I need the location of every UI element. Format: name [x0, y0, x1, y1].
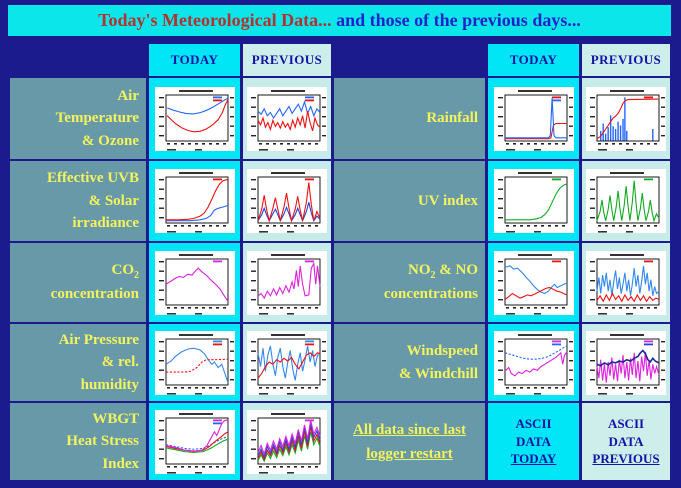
chart-windspeed-today[interactable]	[488, 324, 579, 401]
label-air-temperature-ozone: Air Temperature & Ozone	[10, 78, 146, 159]
label-wbgt-heat-stress-index: WBGT Heat Stress Index	[10, 403, 146, 480]
ascii-data-today-link[interactable]: ASCII DATA TODAY	[488, 403, 579, 480]
chart-co2-previous[interactable]	[243, 243, 331, 322]
chart-rainfall-previous[interactable]	[582, 78, 670, 159]
label-rainfall: Rainfall	[334, 78, 485, 159]
chart-windspeed-previous[interactable]	[582, 324, 670, 401]
chart-uv-index-today[interactable]	[488, 161, 579, 241]
chart-wbgt-previous[interactable]	[243, 403, 331, 480]
chart-wbgt-today[interactable]	[149, 403, 240, 480]
label-windspeed-windchill: Windspeed & Windchill	[334, 324, 485, 401]
chart-pressure-humidity-today[interactable]	[149, 324, 240, 401]
chart-pressure-humidity-previous[interactable]	[243, 324, 331, 401]
chart-uvb-solar-previous[interactable]	[243, 161, 331, 241]
data-table: TODAY PREVIOUS TODAY PREVIOUS Air Tempera…	[10, 44, 670, 480]
header-today-left: TODAY	[149, 44, 240, 76]
header-previous-right: PREVIOUS	[582, 44, 670, 76]
chart-no2-no-previous[interactable]	[582, 243, 670, 322]
label-no2-no-concentrations: NO2 & NO concentrations	[334, 243, 485, 322]
chart-no2-no-today[interactable]	[488, 243, 579, 322]
chart-rainfall-today[interactable]	[488, 78, 579, 159]
chart-uv-index-previous[interactable]	[582, 161, 670, 241]
ascii-data-previous-link[interactable]: ASCII DATA PREVIOUS	[582, 403, 670, 480]
label-air-pressure-rel-humidity: Air Pressure & rel. humidity	[10, 324, 146, 401]
chart-air-temperature-ozone-today[interactable]	[149, 78, 240, 159]
header-today-right: TODAY	[488, 44, 579, 76]
all-data-since-restart-link[interactable]: All data since last logger restart	[334, 403, 485, 480]
chart-uvb-solar-today[interactable]	[149, 161, 240, 241]
chart-air-temperature-ozone-previous[interactable]	[243, 78, 331, 159]
chart-co2-today[interactable]	[149, 243, 240, 322]
label-uv-index: UV index	[334, 161, 485, 241]
page-title: Today's Meteorological Data... and those…	[8, 5, 671, 36]
page-title-today-part: Today's Meteorological Data...	[98, 10, 337, 30]
label-co2-concentration: CO2 concentration	[10, 243, 146, 322]
header-previous-left: PREVIOUS	[243, 44, 331, 76]
label-effective-uvb-solar-irradiance: Effective UVB & Solar irradiance	[10, 161, 146, 241]
page-title-previous-part: and those of the previous days...	[336, 10, 581, 30]
